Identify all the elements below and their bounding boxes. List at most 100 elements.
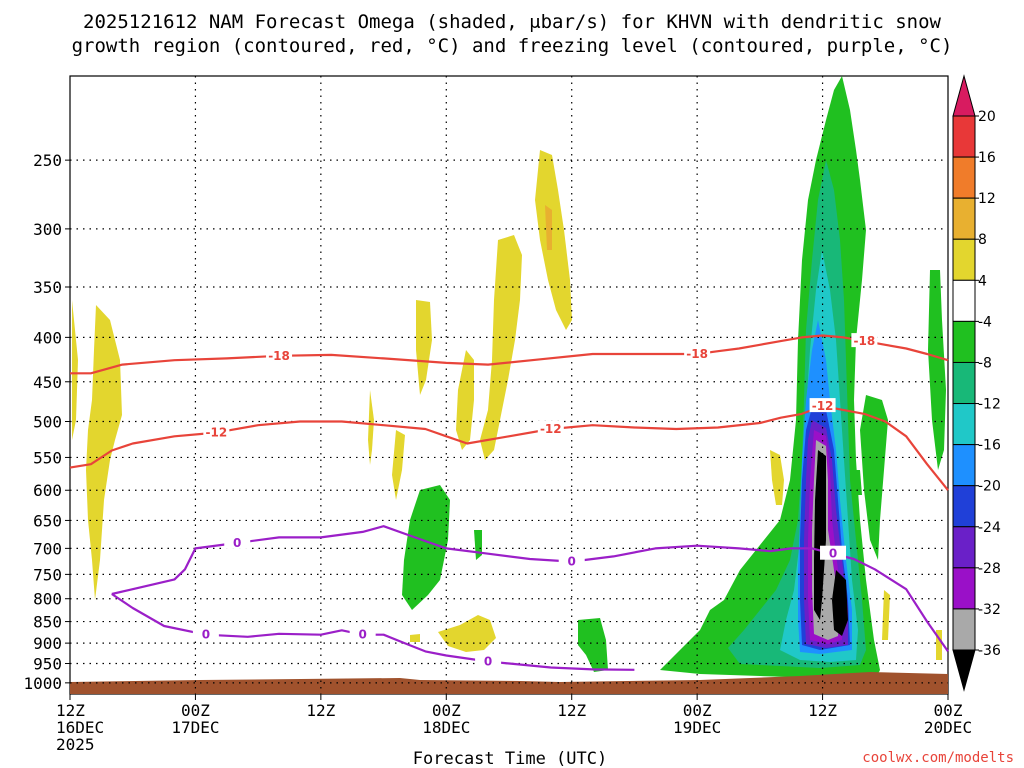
chart-title-line2: growth region (contoured, red, °C) and f… bbox=[72, 35, 953, 57]
colorbar-segment bbox=[952, 197, 976, 240]
contour-label: -18 bbox=[268, 349, 290, 363]
colorbar-tick-label: 20 bbox=[978, 109, 996, 125]
contour-label-bg bbox=[349, 626, 376, 641]
x-axis-label: Forecast Time (UTC) bbox=[413, 749, 607, 768]
x-tick-label: 12Z bbox=[306, 701, 335, 720]
y-tick-label: 800 bbox=[33, 590, 62, 609]
gridlines bbox=[70, 76, 948, 694]
omega-cell bbox=[535, 150, 572, 330]
omega-cell bbox=[456, 350, 474, 450]
y-tick-label: 600 bbox=[33, 481, 62, 500]
y-tick-label: 850 bbox=[33, 613, 62, 632]
colorbar-segment bbox=[952, 279, 976, 322]
y-tick-label: 950 bbox=[33, 655, 62, 674]
y-tick-label: 250 bbox=[33, 151, 62, 170]
x-tick-label: 00Z bbox=[432, 701, 461, 720]
contour-label-bg bbox=[851, 333, 878, 348]
colorbar-segment bbox=[952, 567, 976, 610]
colorbar-segment bbox=[952, 608, 976, 651]
credit-text: coolwx.com/modelts bbox=[862, 750, 1014, 766]
colorbar-segment bbox=[952, 320, 976, 363]
y-tick-label: 300 bbox=[33, 220, 62, 239]
contour-label: -18 bbox=[854, 334, 876, 348]
contour-label: 0 bbox=[484, 655, 492, 669]
colorbar-segment bbox=[952, 485, 976, 528]
chart-title-line1: 2025121612 NAM Forecast Omega (shaded, μ… bbox=[83, 11, 941, 33]
contour-label-bg bbox=[203, 424, 230, 439]
omega-cell bbox=[860, 395, 888, 560]
contour-label: -12 bbox=[540, 422, 562, 436]
x-tick-label: 00Z bbox=[934, 701, 963, 720]
x-tick-label: 19DEC bbox=[673, 718, 721, 737]
omega-cell bbox=[770, 450, 784, 505]
x-tick-label: 17DEC bbox=[171, 718, 219, 737]
omega-cell bbox=[578, 618, 608, 672]
contour-label-bg bbox=[684, 345, 711, 360]
contour-label: 0 bbox=[233, 536, 241, 550]
contour-label: -12 bbox=[205, 426, 227, 440]
colorbar-tick-label: -24 bbox=[978, 520, 1001, 536]
x-tick-label: 20DEC bbox=[924, 718, 972, 737]
omega-cell bbox=[928, 270, 946, 470]
contour-label: -18 bbox=[686, 347, 708, 361]
dgz-contour bbox=[69, 405, 949, 491]
omega-cell bbox=[416, 300, 432, 395]
y-tick-label: 650 bbox=[33, 511, 62, 530]
colorbar-tick-label: -12 bbox=[978, 397, 1001, 413]
x-tick-label: 12Z bbox=[557, 701, 586, 720]
colorbar-segment bbox=[952, 361, 976, 405]
omega-cell bbox=[882, 590, 890, 640]
colorbar-segment bbox=[952, 444, 976, 487]
x-tick-label: 12Z bbox=[56, 701, 85, 720]
colorbar-tick-label: -36 bbox=[978, 643, 1001, 659]
colorbar-tick-label: 4 bbox=[978, 273, 987, 289]
x-tick-label: 00Z bbox=[181, 701, 210, 720]
y-tick-label: 400 bbox=[33, 328, 62, 347]
colorbar: 20 16 12 8 4 -4 -8 -12 -16 -20 -24 -28 -32 -36 bbox=[952, 74, 1001, 692]
omega-cell bbox=[410, 634, 420, 642]
y-tick-label: 550 bbox=[33, 448, 62, 467]
colorbar-segment bbox=[952, 156, 976, 199]
colorbar-tick-label: 16 bbox=[978, 150, 996, 166]
x-tick-label: 2025 bbox=[56, 735, 95, 754]
colorbar-segment bbox=[952, 403, 976, 446]
contour-label-bg bbox=[558, 553, 585, 568]
contours: -18 -18 -18 -12 -12 -12 0 0 0 0 0 0 bbox=[69, 333, 949, 671]
omega-cell bbox=[480, 235, 522, 460]
contour-label-bg bbox=[809, 398, 836, 413]
contour-label: 0 bbox=[358, 628, 366, 642]
colorbar-tick-label: -16 bbox=[978, 438, 1001, 454]
colorbar-tick-label: -28 bbox=[978, 561, 1001, 577]
y-tick-label: 350 bbox=[33, 278, 62, 297]
y-tick-label: 1000 bbox=[23, 674, 62, 693]
y-tick-label: 500 bbox=[33, 412, 62, 431]
colorbar-top-arrow bbox=[952, 74, 976, 117]
contour-label-bg bbox=[192, 626, 219, 641]
contour-label-bg bbox=[475, 653, 502, 668]
colorbar-segment bbox=[952, 115, 976, 158]
contour-label: -12 bbox=[812, 399, 834, 413]
y-axis: 250 300 350 400 450 500 550 600 650 700 750 800 850 9… bbox=[23, 151, 70, 693]
colorbar-tick-label: -8 bbox=[978, 355, 992, 371]
omega-cell bbox=[392, 430, 405, 500]
y-tick-label: 450 bbox=[33, 373, 62, 392]
colorbar-tick-label: 8 bbox=[978, 232, 987, 248]
contour-label-bg bbox=[266, 347, 293, 362]
contour-label: 0 bbox=[202, 628, 210, 642]
omega-cell bbox=[545, 205, 552, 250]
colorbar-segment bbox=[952, 526, 976, 569]
colorbar-tick-label: -20 bbox=[978, 479, 1001, 495]
contour-label-bg bbox=[224, 534, 251, 549]
x-tick-label: 18DEC bbox=[422, 718, 470, 737]
contour-label: 0 bbox=[568, 555, 576, 569]
x-tick-label: 16DEC bbox=[56, 718, 104, 737]
x-tick-label: 12Z bbox=[808, 701, 837, 720]
colorbar-bottom-arrow bbox=[952, 649, 976, 692]
colorbar-segment bbox=[952, 238, 976, 281]
omega-core-black bbox=[832, 570, 848, 636]
contour-label-bg bbox=[537, 420, 564, 435]
colorbar-tick-label: -32 bbox=[978, 602, 1001, 618]
omega-cell bbox=[86, 305, 122, 600]
y-tick-label: 700 bbox=[33, 539, 62, 558]
y-tick-label: 900 bbox=[33, 634, 62, 653]
